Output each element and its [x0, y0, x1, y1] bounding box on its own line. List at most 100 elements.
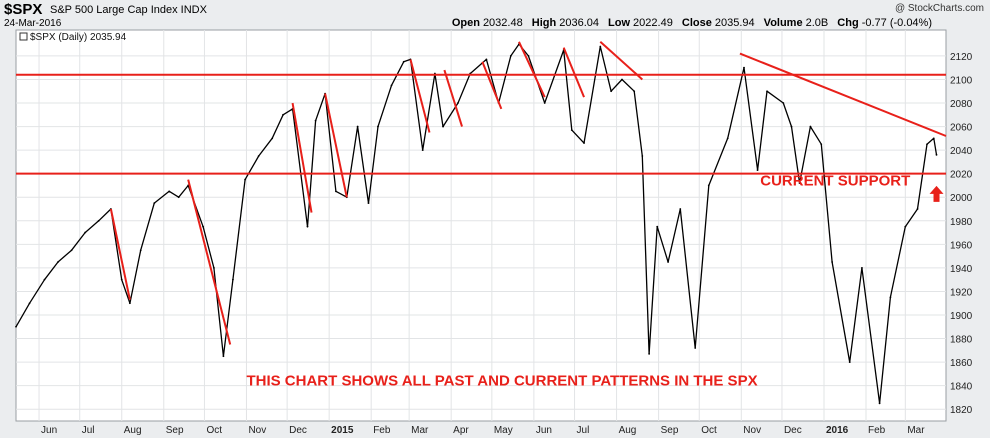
trend-line	[739, 52, 947, 137]
price-point	[848, 361, 851, 364]
x-tick-label: 2015	[331, 425, 354, 436]
y-tick-label: 1820	[950, 405, 973, 416]
x-tick-label: Apr	[453, 425, 469, 436]
trend-line	[599, 41, 643, 81]
low-value: 2022.49	[633, 17, 673, 29]
price-point	[390, 84, 393, 87]
price-point	[202, 225, 204, 228]
chg-label: Chg	[837, 17, 859, 29]
price-point	[84, 231, 87, 234]
price-point	[889, 296, 892, 299]
price-point	[335, 190, 337, 193]
y-tick-label: 1860	[950, 358, 973, 369]
trend-line	[562, 47, 585, 98]
title-marker	[19, 32, 28, 41]
open-label: Open	[451, 17, 480, 29]
ticker-symbol: $SPX	[4, 1, 43, 18]
high-label: High	[531, 17, 557, 29]
volume-label: Volume	[763, 17, 803, 29]
price-point	[641, 155, 644, 157]
price-point	[621, 78, 623, 81]
chart-title: $SPX (Daily) 2035.94	[30, 32, 127, 43]
trend-line	[187, 179, 232, 345]
price-point	[935, 153, 938, 156]
price-point	[457, 102, 459, 104]
price-point	[120, 278, 123, 281]
price-point	[15, 325, 17, 328]
plot-area	[15, 29, 947, 422]
price-point	[782, 102, 785, 104]
price-point	[367, 202, 370, 205]
price-point	[656, 225, 659, 228]
x-tick-label: Jul	[82, 425, 95, 436]
y-tick-label: 2000	[950, 193, 973, 204]
price-point	[232, 278, 234, 281]
price-point	[153, 202, 156, 205]
price-point	[543, 102, 546, 104]
price-point	[707, 184, 710, 187]
price-point	[139, 249, 142, 252]
x-tick-label: Oct	[206, 425, 222, 436]
price-point	[809, 125, 812, 128]
trend-line	[443, 69, 463, 127]
price-point	[282, 113, 284, 116]
volume-value: 2.0B	[805, 17, 829, 29]
price-point	[648, 352, 651, 355]
y-tick-label: 1900	[950, 311, 973, 322]
price-point	[790, 125, 793, 128]
price-point	[694, 347, 697, 349]
price-point	[377, 125, 379, 128]
price-point	[667, 261, 669, 263]
trend-line	[291, 102, 313, 213]
price-point	[222, 355, 225, 358]
x-tick-label: Nov	[248, 425, 266, 436]
price-point	[932, 137, 935, 140]
x-tick-label: Aug	[124, 425, 142, 436]
y-tick-label: 2100	[950, 75, 973, 86]
trend-line	[518, 41, 546, 98]
price-point	[756, 169, 759, 172]
price-point	[257, 155, 260, 157]
price-point	[356, 125, 359, 128]
price-point	[57, 261, 59, 263]
x-tick-label: Feb	[868, 425, 886, 436]
close-label: Close	[681, 17, 712, 29]
price-point	[314, 119, 317, 122]
trend-line	[324, 93, 348, 198]
x-tick-label: Jun	[41, 425, 57, 436]
x-tick-label: Jun	[536, 425, 552, 436]
x-tick-label: Oct	[701, 425, 717, 436]
x-tick-label: Mar	[907, 425, 925, 436]
price-point	[916, 208, 919, 210]
price-point	[271, 137, 274, 140]
y-tick-label: 2080	[950, 99, 973, 110]
x-tick-label: 2016	[826, 425, 849, 436]
price-point	[726, 137, 729, 140]
high-value: 2036.04	[559, 17, 599, 29]
y-tick-label: 2120	[950, 52, 973, 63]
low-label: Low	[608, 17, 631, 29]
y-tick-label: 2020	[950, 170, 973, 181]
price-point	[926, 143, 928, 146]
trend-line	[481, 61, 503, 110]
price-point	[743, 66, 745, 69]
price-point	[766, 90, 768, 93]
y-tick-label: 1840	[950, 382, 973, 393]
close-value: 2035.94	[714, 17, 755, 29]
price-point	[583, 142, 585, 144]
chg-value: -0.77 (-0.04%)	[861, 17, 932, 29]
price-point	[168, 190, 171, 193]
price-point	[402, 60, 405, 63]
x-tick-label: Feb	[373, 425, 391, 436]
price-point	[633, 90, 636, 93]
price-point	[820, 143, 823, 146]
price-point	[442, 125, 444, 128]
y-tick-label: 2040	[950, 146, 973, 157]
ohlc-readout: Open 2032.48 High 2036.04 Low 2022.49 Close…	[452, 17, 938, 29]
price-point	[306, 225, 309, 228]
x-tick-label: Sep	[661, 425, 679, 436]
y-tick-label: 1980	[950, 217, 973, 228]
price-point	[485, 58, 488, 61]
price-point	[213, 266, 215, 269]
price-point	[798, 182, 801, 185]
